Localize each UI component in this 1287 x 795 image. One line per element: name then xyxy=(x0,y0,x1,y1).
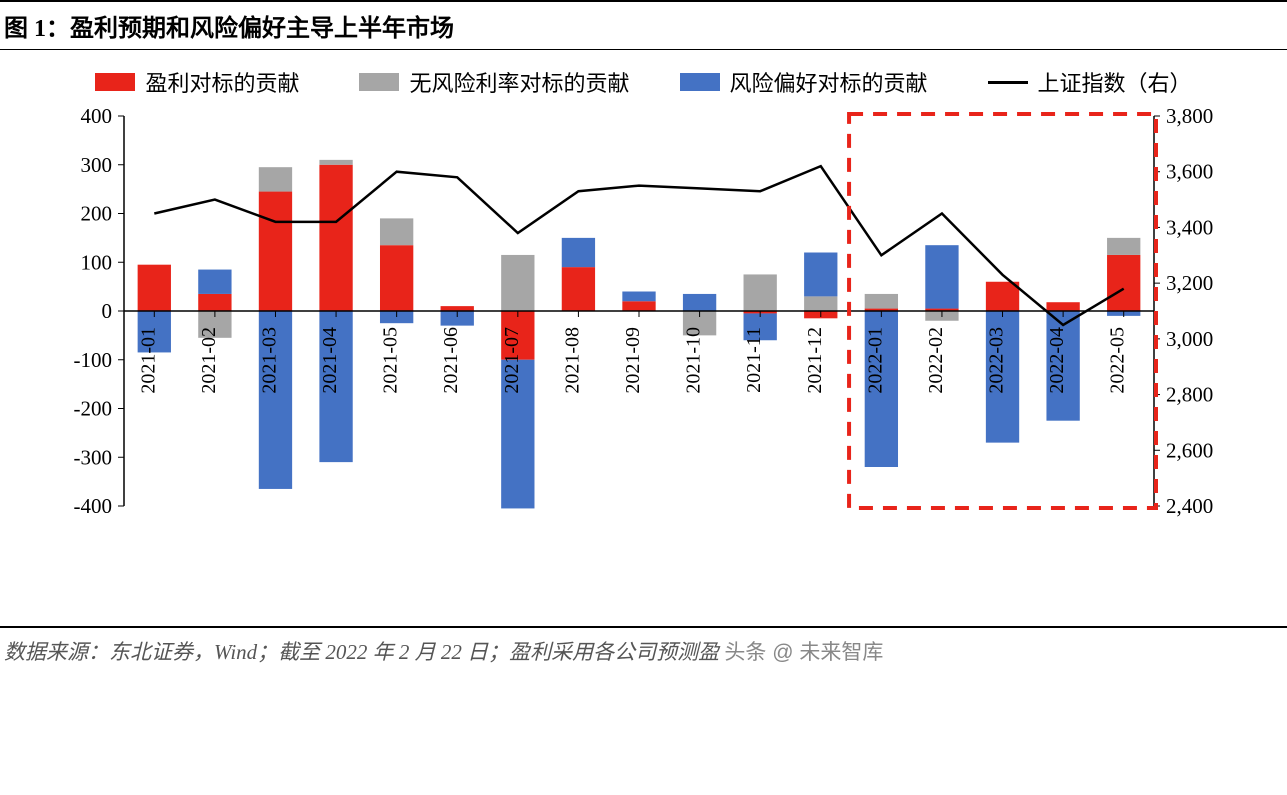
svg-text:2022-02: 2022-02 xyxy=(924,327,946,394)
figure-title: 图 1：盈利预期和风险偏好主导上半年市场 xyxy=(4,16,454,42)
legend-row-1: 盈利对标的贡献 无风险利率对标的贡献 xyxy=(95,66,629,98)
swatch-riskpref xyxy=(680,73,720,91)
title-bar: 图 1：盈利预期和风险偏好主导上半年市场 xyxy=(0,0,1287,50)
svg-text:2021-11: 2021-11 xyxy=(743,327,765,393)
svg-text:2022-03: 2022-03 xyxy=(985,327,1007,394)
swatch-line xyxy=(988,81,1028,84)
svg-text:2022-04: 2022-04 xyxy=(1046,327,1068,394)
watermark: 头条 @ 未来智库 xyxy=(724,641,883,664)
svg-text:3,400: 3,400 xyxy=(1166,215,1213,239)
svg-text:2,400: 2,400 xyxy=(1166,494,1213,518)
legend-label-riskpref: 风险偏好对标的贡献 xyxy=(730,66,928,98)
swatch-riskfree xyxy=(359,73,399,91)
svg-text:2021-02: 2021-02 xyxy=(197,327,219,394)
svg-text:3,600: 3,600 xyxy=(1166,160,1213,184)
svg-text:2021-09: 2021-09 xyxy=(622,327,644,394)
svg-text:300: 300 xyxy=(80,153,112,177)
svg-text:2021-06: 2021-06 xyxy=(440,327,462,394)
legend-item-riskpref: 风险偏好对标的贡献 xyxy=(680,66,928,98)
figure-container: 图 1：盈利预期和风险偏好主导上半年市场 盈利对标的贡献 无风险利率对标的贡献 … xyxy=(0,0,1287,670)
legend-row-2: 风险偏好对标的贡献 上证指数（右） xyxy=(680,66,1192,98)
svg-text:2021-08: 2021-08 xyxy=(561,327,583,394)
legend: 盈利对标的贡献 无风险利率对标的贡献 风险偏好对标的贡献 上证指数（右） xyxy=(0,50,1287,106)
svg-text:3,800: 3,800 xyxy=(1166,106,1213,128)
footer-text: 数据来源：东北证券，Wind；截至 2022 年 2 月 22 日；盈利采用各公… xyxy=(4,640,719,664)
svg-text:200: 200 xyxy=(80,202,112,226)
svg-text:3,000: 3,000 xyxy=(1166,327,1213,351)
svg-text:2022-01: 2022-01 xyxy=(864,327,886,394)
chart-area: -400 -300 -200 -100 0 100 200 300 400 2,400 2,600 2… xyxy=(34,106,1254,626)
svg-text:2021-04: 2021-04 xyxy=(319,327,341,394)
svg-text:2021-01: 2021-01 xyxy=(137,327,159,394)
chart-svg: -400 -300 -200 -100 0 100 200 300 400 2,400 2,600 2… xyxy=(34,106,1254,626)
footer: 数据来源：东北证券，Wind；截至 2022 年 2 月 22 日；盈利采用各公… xyxy=(0,626,1287,670)
legend-label-index: 上证指数（右） xyxy=(1038,66,1192,98)
svg-text:2,600: 2,600 xyxy=(1166,438,1213,462)
svg-text:2021-12: 2021-12 xyxy=(803,327,825,394)
legend-label-riskfree: 无风险利率对标的贡献 xyxy=(409,66,629,98)
svg-text:-400: -400 xyxy=(73,494,112,518)
legend-label-earnings: 盈利对标的贡献 xyxy=(145,66,299,98)
svg-text:2021-10: 2021-10 xyxy=(682,327,704,394)
legend-item-earnings: 盈利对标的贡献 xyxy=(95,66,299,98)
svg-text:2021-05: 2021-05 xyxy=(379,327,401,394)
svg-text:3,200: 3,200 xyxy=(1166,271,1213,295)
svg-text:400: 400 xyxy=(80,106,112,128)
svg-text:2022-05: 2022-05 xyxy=(1106,327,1128,394)
svg-text:2021-03: 2021-03 xyxy=(258,327,280,394)
legend-item-riskfree: 无风险利率对标的贡献 xyxy=(359,66,629,98)
svg-text:2,800: 2,800 xyxy=(1166,383,1213,407)
svg-text:-200: -200 xyxy=(73,397,112,421)
legend-item-index: 上证指数（右） xyxy=(988,66,1192,98)
swatch-earnings xyxy=(95,73,135,91)
svg-text:100: 100 xyxy=(80,250,112,274)
svg-text:0: 0 xyxy=(101,299,112,323)
svg-text:-300: -300 xyxy=(73,445,112,469)
svg-text:-100: -100 xyxy=(73,348,112,372)
svg-text:2021-07: 2021-07 xyxy=(500,327,522,394)
